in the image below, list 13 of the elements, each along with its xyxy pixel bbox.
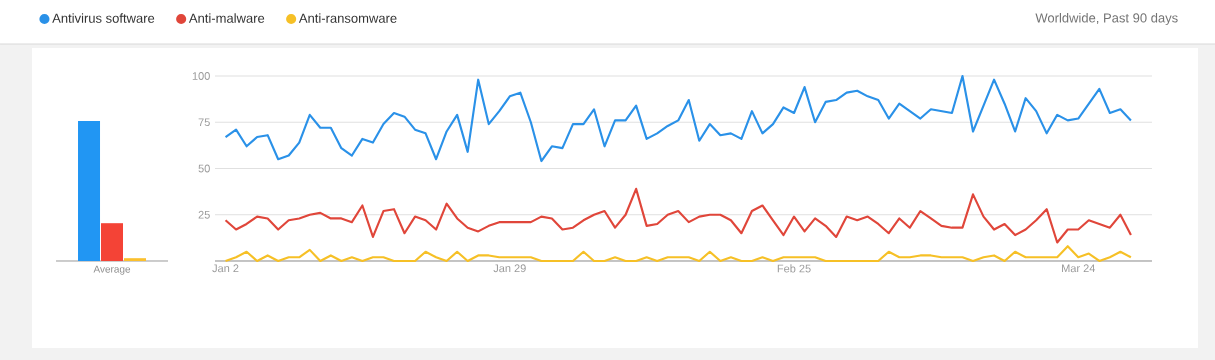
legend-label: Antivirus software: [52, 13, 155, 23]
x-tick-label: Jan 2: [212, 264, 239, 273]
legend-label: Anti-ransomware: [298, 13, 397, 23]
x-tick-label: Mar 24: [1062, 264, 1096, 273]
x-tick-label: Feb 25: [777, 264, 811, 273]
y-tick-label: 100: [192, 72, 210, 80]
y-tick-label: 25: [198, 210, 210, 219]
x-tick-label: Jan 29: [493, 264, 526, 273]
x-tick-label: Average: [93, 265, 131, 275]
y-tick-label: 50: [198, 164, 210, 173]
legend-label: Anti-malware: [188, 13, 265, 23]
y-tick-label: 75: [198, 118, 210, 127]
chart-subtitle: Worldwide, Past 90 days: [1035, 12, 1178, 26]
